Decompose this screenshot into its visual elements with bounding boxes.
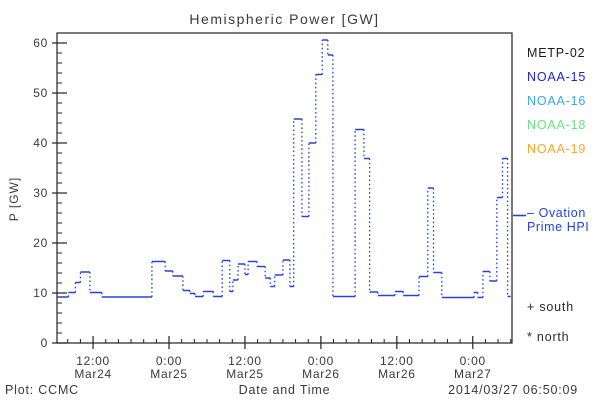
y-tick-label: 50	[33, 86, 48, 100]
x-tick-time-label: 12:00	[380, 354, 414, 368]
legend-north-marker: * north	[527, 330, 570, 344]
plot-timestamp: 2014/03/27 06:50:09	[448, 383, 578, 397]
plot-border	[56, 32, 513, 344]
plot-credit: Plot: CCMC	[5, 383, 79, 397]
x-axis-title: Date and Time	[238, 383, 331, 397]
y-tick-label: 10	[33, 286, 48, 300]
legend-item-noaa-16: NOAA-16	[527, 94, 587, 108]
y-tick-label: 40	[33, 136, 48, 150]
legend-item-noaa-18: NOAA-18	[527, 118, 587, 132]
x-tick-time-label: 0:00	[308, 354, 334, 368]
y-tick-label: 60	[33, 36, 48, 50]
hpi-step-line-horizontals	[57, 39, 511, 299]
chart-title: Hemispheric Power [GW]	[189, 11, 380, 27]
x-tick-date-label: Mar26	[302, 367, 340, 381]
y-tick-label: 30	[33, 186, 48, 200]
legend-ovation-line1: – Ovation	[527, 206, 586, 220]
y-tick-label: 20	[33, 236, 48, 250]
hpi-step-line-verticals	[67, 40, 509, 298]
x-tick-date-label: Mar25	[226, 367, 264, 381]
y-axis-title: P [GW]	[7, 176, 21, 222]
legend-ovation-line2: Prime HPI	[527, 220, 590, 234]
x-tick-date-label: Mar27	[454, 367, 492, 381]
legend-item-noaa-15: NOAA-15	[527, 70, 587, 84]
x-tick-date-label: Mar26	[378, 367, 416, 381]
y-tick-label: 0	[41, 336, 48, 350]
x-tick-time-label: 12:00	[228, 354, 262, 368]
x-tick-time-label: 0:00	[156, 354, 182, 368]
x-tick-time-label: 12:00	[76, 354, 110, 368]
legend-item-metp-02: METP-02	[527, 46, 586, 60]
x-tick-date-label: Mar25	[150, 367, 188, 381]
legend-south-marker: + south	[527, 300, 574, 314]
x-tick-time-label: 0:00	[460, 354, 486, 368]
legend-item-noaa-19: NOAA-19	[527, 142, 587, 156]
x-tick-date-label: Mar24	[74, 367, 112, 381]
